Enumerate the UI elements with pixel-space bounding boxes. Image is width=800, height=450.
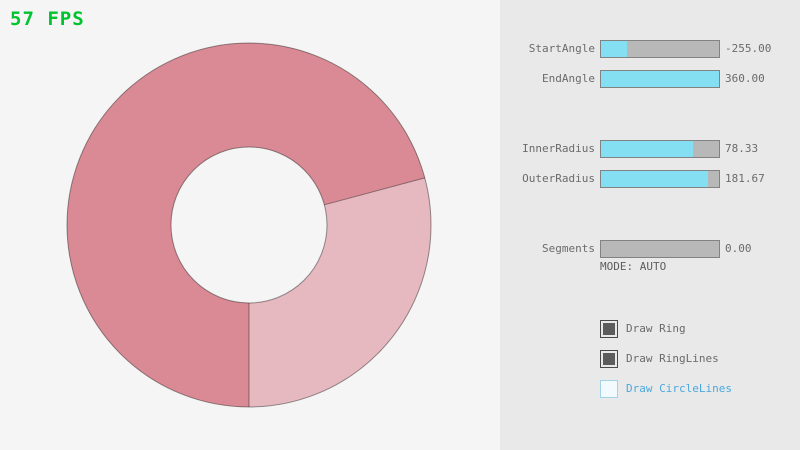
draw-ringlines-checkbox[interactable] [600,350,618,368]
slider-value: -255.00 [725,42,772,55]
segments-slider[interactable] [600,240,720,258]
slider-row-outerradius: OuterRadius 181.67 [500,170,800,188]
startangle-slider[interactable] [600,40,720,58]
slider-value: 360.00 [725,72,765,85]
draw-circlelines-checkbox[interactable] [600,380,618,398]
slider-row-endangle: EndAngle 360.00 [500,70,800,88]
slider-label: InnerRadius [522,142,595,155]
slider-label: OuterRadius [522,172,595,185]
slider-row-startangle: StartAngle -255.00 [500,40,800,58]
slider-fill [601,141,694,157]
slider-label: EndAngle [542,72,595,85]
checkbox-row-draw-ring: Draw Ring [500,320,800,338]
ring-inner-outline [170,146,328,304]
controls-panel: StartAngle -255.00 EndAngle 360.00 Inner… [500,0,800,450]
slider-label: StartAngle [528,42,595,55]
endangle-slider[interactable] [600,70,720,88]
checkbox-label: Draw RingLines [626,352,719,365]
slider-value: 181.67 [725,172,765,185]
slider-row-segments: Segments 0.00 [500,240,800,258]
drawing-canvas: 57 FPS [10,8,432,408]
slider-fill [601,41,627,57]
slider-value: 0.00 [725,242,752,255]
ring-sector-dark [67,42,425,408]
ring-edge-line-right [324,177,425,206]
ring-outer-outline [66,42,432,408]
draw-ring-checkbox[interactable] [600,320,618,338]
fps-counter: 57 FPS [10,8,85,30]
slider-row-innerradius: InnerRadius 78.33 [500,140,800,158]
checkbox-label: Draw CircleLines [626,382,732,395]
ring-sector-light [249,177,432,407]
mode-label: MODE: AUTO [600,260,667,273]
slider-fill [601,171,709,187]
innerradius-slider[interactable] [600,140,720,158]
slider-label: Segments [542,242,595,255]
checkbox-label: Draw Ring [626,322,686,335]
outerradius-slider[interactable] [600,170,720,188]
slider-value: 78.33 [725,142,759,155]
slider-fill [601,71,719,87]
checkbox-row-draw-circlelines: Draw CircleLines [500,380,800,398]
checkbox-row-draw-ringlines: Draw RingLines [500,350,800,368]
donut-ring [66,42,432,408]
